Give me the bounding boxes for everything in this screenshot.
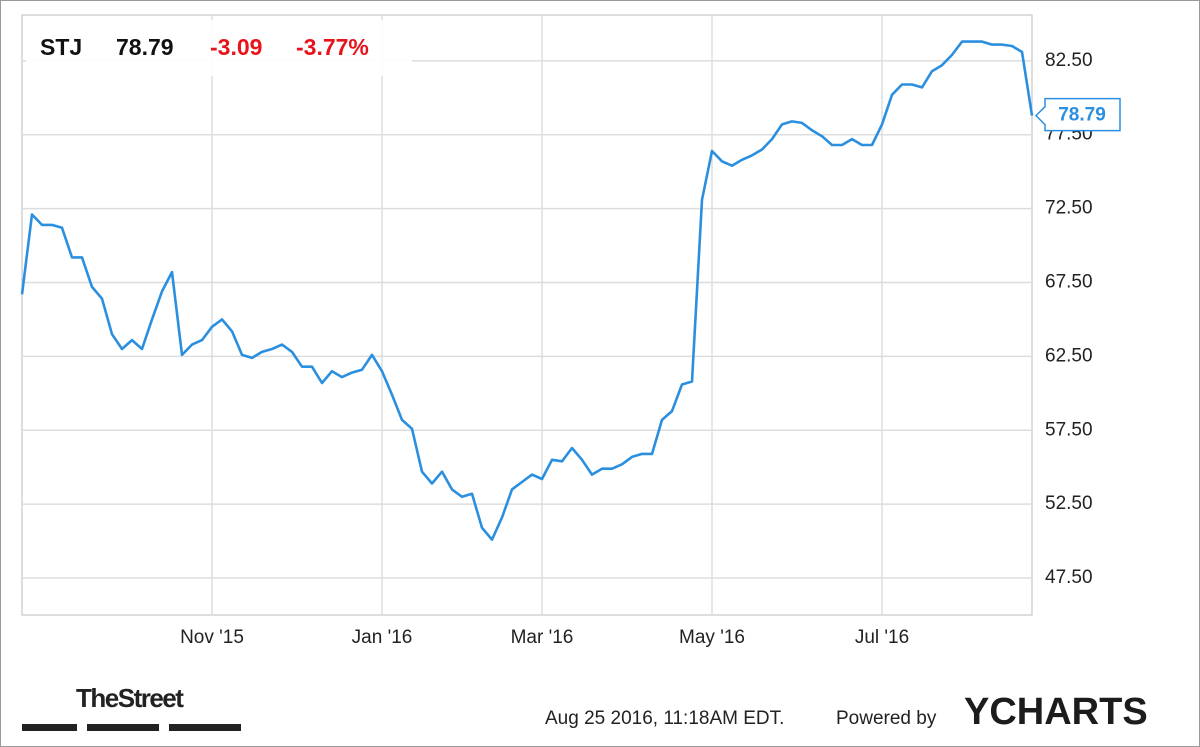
header-box	[26, 20, 412, 76]
logo-bar	[87, 724, 159, 731]
y-tick-label: 82.50	[1045, 50, 1093, 71]
y-tick-label: 57.50	[1045, 419, 1093, 440]
brand-logo: TheStreet	[76, 683, 184, 713]
grid	[22, 15, 1032, 615]
y-tick-label: 62.50	[1045, 345, 1093, 366]
last-value-callout	[1034, 97, 1121, 132]
y-tick-label: 52.50	[1045, 493, 1093, 514]
change-percent: -3.77%	[296, 34, 369, 60]
x-tick-label: Mar '16	[511, 627, 574, 648]
x-tick-label: May '16	[679, 627, 745, 648]
plot	[20, 40, 1034, 541]
logo-bar	[169, 724, 241, 731]
powered-by: Powered by	[836, 708, 937, 729]
y-tick-label: 72.50	[1045, 198, 1093, 219]
timestamp: Aug 25 2016, 11:18AM EDT.	[545, 708, 784, 729]
provider-logo: YCHARTS	[964, 691, 1148, 733]
price-line	[20, 40, 1034, 541]
plot-area	[21, 14, 1033, 616]
y-tick-label: 67.50	[1045, 272, 1093, 293]
x-tick-label: Nov '15	[180, 627, 244, 648]
price: 78.79	[116, 34, 174, 60]
x-tick-label: Jul '16	[855, 627, 909, 648]
logo-bar	[22, 724, 77, 731]
x-tick-label: Jan '16	[352, 627, 413, 648]
y-tick-label: 47.50	[1045, 567, 1093, 588]
ticker: STJ	[40, 34, 82, 60]
last-value-label: 78.79	[1058, 105, 1106, 126]
change: -3.09	[210, 34, 262, 60]
